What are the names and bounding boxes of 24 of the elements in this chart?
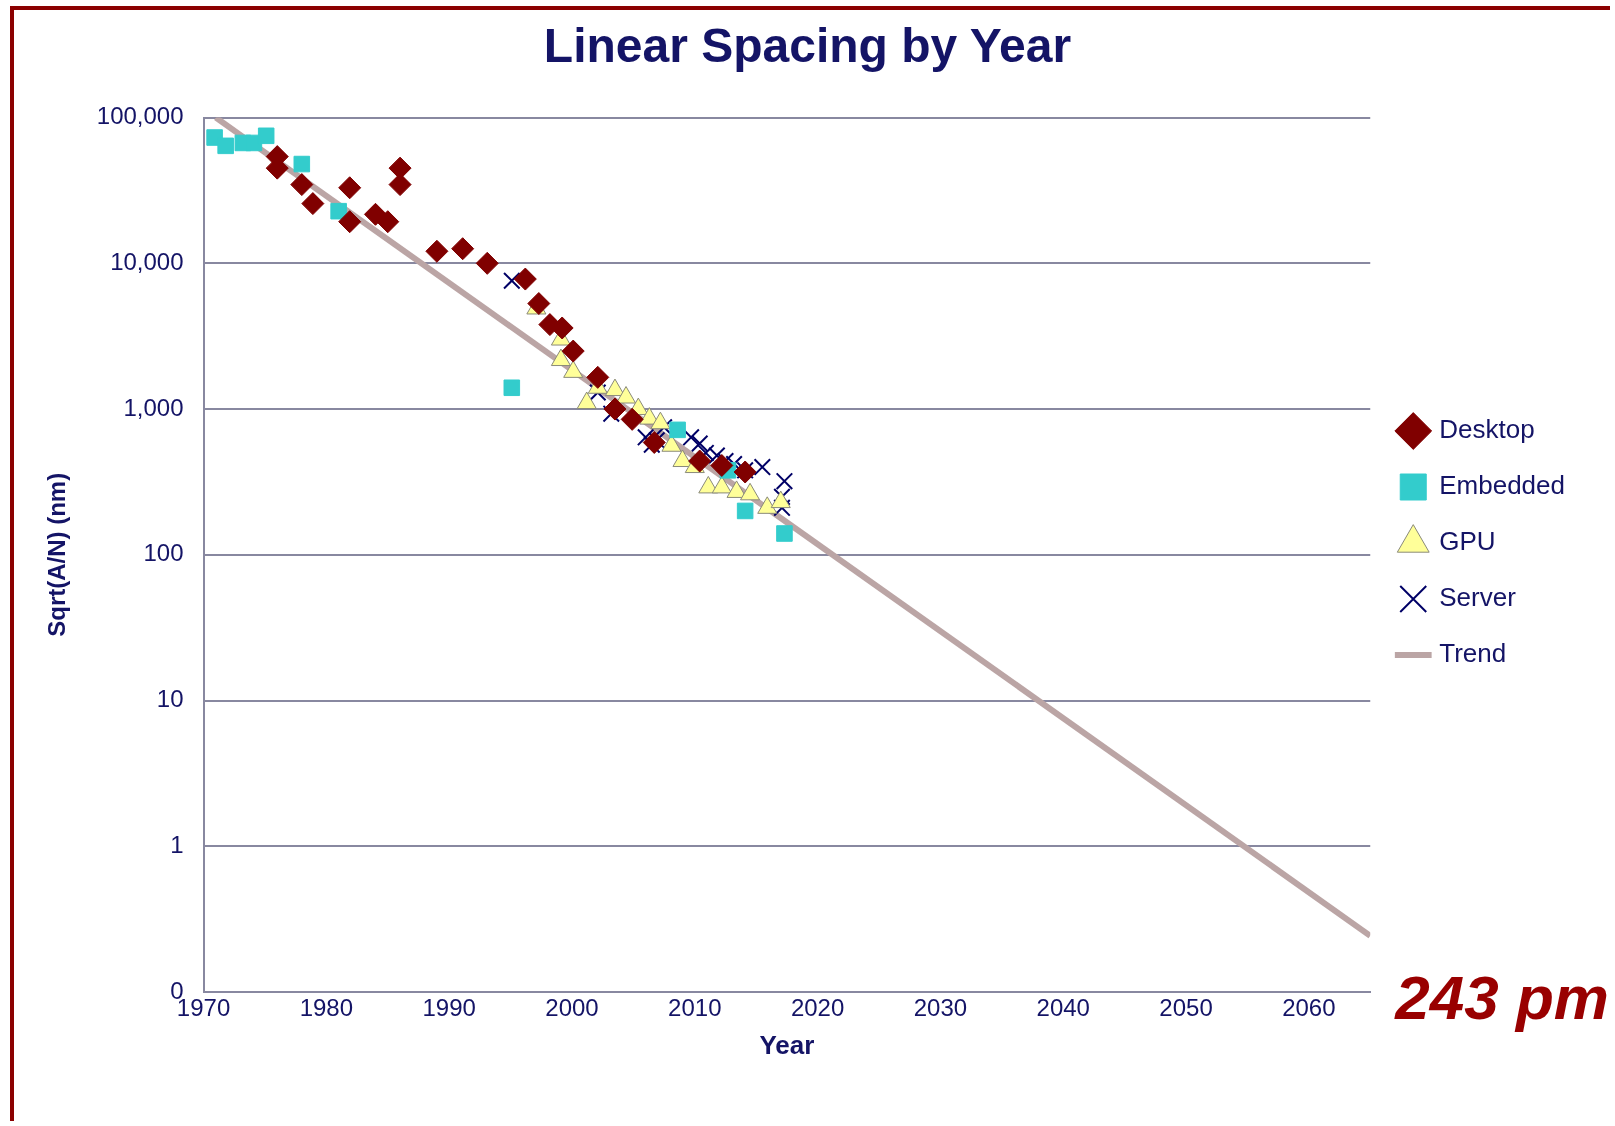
chart-title: Linear Spacing by Year — [543, 19, 1072, 73]
y-tick-label: 10,000 — [110, 247, 184, 275]
legend-label: Trend — [1439, 638, 1507, 669]
x-tick-label: 2040 — [1036, 994, 1090, 1022]
legend-label: GPU — [1439, 526, 1496, 557]
legend-label: Embedded — [1439, 470, 1566, 501]
y-tick-label: 100 — [143, 539, 184, 567]
y-tick-label: 100,000 — [96, 102, 184, 130]
y-axis-title: Sqrt(A/N) (nm) — [43, 472, 71, 637]
x-tick-label: 1990 — [422, 994, 476, 1022]
x-tick-label: 2000 — [545, 994, 599, 1022]
y-tick-label: 10 — [156, 685, 184, 713]
legend-label: Server — [1439, 582, 1517, 613]
y-tick-label: 1 — [170, 830, 184, 858]
x-tick-label: 2030 — [913, 994, 968, 1022]
x-axis-title: Year — [759, 1029, 815, 1060]
legend-label: Desktop — [1439, 414, 1535, 445]
x-tick-label: 2010 — [668, 994, 722, 1022]
text: 243 pm — [1394, 963, 1609, 1033]
x-tick-label: 1980 — [299, 994, 354, 1022]
y-tick-label: 1,000 — [123, 393, 184, 421]
x-tick-label: 2050 — [1159, 994, 1213, 1022]
x-tick-label: 2020 — [790, 994, 845, 1022]
x-tick-label: 2060 — [1282, 994, 1336, 1022]
